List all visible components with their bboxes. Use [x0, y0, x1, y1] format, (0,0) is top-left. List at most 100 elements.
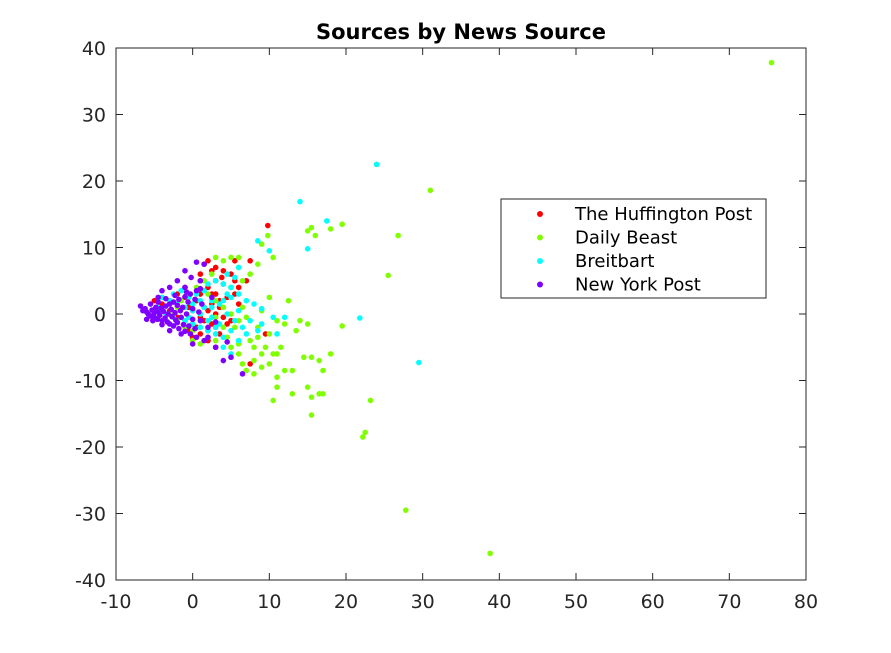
data-point [212, 264, 219, 271]
data-point [137, 303, 144, 309]
data-point [197, 277, 204, 284]
data-point [339, 221, 345, 228]
data-point [327, 226, 334, 232]
y-tick-label: 0 [94, 304, 106, 326]
data-point [143, 316, 150, 323]
data-point [196, 309, 202, 315]
data-point [224, 271, 230, 277]
data-point [205, 281, 211, 287]
data-point [220, 258, 227, 264]
data-point [178, 331, 184, 337]
data-point [262, 344, 269, 351]
legend-box [500, 198, 767, 299]
data-point [289, 367, 296, 374]
series-group [166, 59, 775, 557]
data-point [201, 317, 207, 324]
data-point [258, 351, 265, 357]
legend-label: The Huffington Post [574, 204, 752, 225]
data-point [416, 359, 422, 366]
data-point [357, 315, 363, 321]
data-point [258, 364, 265, 371]
y-tick-label: -20 [75, 437, 106, 459]
data-point [239, 304, 246, 311]
data-point [274, 317, 280, 324]
data-point [243, 314, 250, 321]
data-point [189, 305, 196, 312]
data-point [182, 284, 188, 291]
data-point [220, 304, 227, 311]
legend-label: New York Post [575, 275, 701, 296]
data-point [427, 187, 434, 194]
data-point [205, 307, 211, 314]
data-point [178, 287, 184, 294]
data-point [197, 324, 204, 331]
data-point [308, 224, 315, 231]
data-point [176, 296, 182, 303]
data-point [324, 218, 330, 224]
data-point [186, 323, 192, 329]
data-point [281, 314, 288, 321]
data-point [239, 277, 246, 284]
x-tick-label: 60 [641, 591, 665, 613]
data-point [235, 351, 242, 357]
data-point [209, 294, 215, 301]
data-point [308, 412, 315, 418]
data-point [265, 222, 271, 229]
data-point [220, 281, 227, 287]
data-point [243, 297, 250, 304]
data-point [255, 238, 261, 244]
data-point [235, 301, 242, 307]
data-point [220, 344, 227, 351]
data-point [304, 384, 311, 390]
data-point [193, 259, 200, 265]
data-point [212, 254, 219, 261]
data-point [170, 323, 177, 329]
x-tick-label: 50 [564, 591, 588, 613]
data-point [212, 314, 219, 321]
data-point [281, 321, 288, 327]
data-point [320, 367, 326, 374]
data-point [224, 334, 230, 341]
data-point [174, 302, 181, 309]
data-point [235, 264, 242, 271]
data-point [166, 327, 173, 334]
data-point [209, 314, 215, 321]
data-point [385, 272, 391, 279]
data-point [189, 341, 196, 347]
data-point [197, 291, 204, 297]
y-tick-label: -10 [75, 371, 106, 393]
data-point [228, 284, 234, 291]
data-point [320, 391, 326, 397]
data-point [187, 331, 194, 337]
data-point [212, 324, 219, 331]
x-tick-label: 20 [334, 591, 358, 613]
data-point [168, 306, 174, 313]
x-tick-label: 70 [717, 591, 741, 613]
data-point [192, 325, 198, 332]
data-point [274, 351, 280, 357]
data-point [316, 391, 322, 397]
data-point [228, 327, 234, 334]
data-point [285, 297, 292, 304]
data-point [183, 289, 190, 295]
data-point [312, 232, 319, 239]
data-point [197, 331, 204, 337]
data-point [170, 299, 177, 305]
data-point [232, 317, 238, 324]
x-tick-label: 30 [411, 591, 435, 613]
data-point [172, 292, 178, 299]
legend-label: Daily Beast [575, 228, 677, 249]
data-point [220, 267, 227, 274]
y-tick-label: 10 [82, 238, 106, 260]
data-point [327, 351, 334, 357]
data-point [373, 161, 380, 168]
data-point [293, 327, 299, 334]
data-point [209, 304, 215, 311]
data-point [185, 299, 191, 305]
data-point [232, 274, 238, 281]
data-point [228, 317, 234, 324]
